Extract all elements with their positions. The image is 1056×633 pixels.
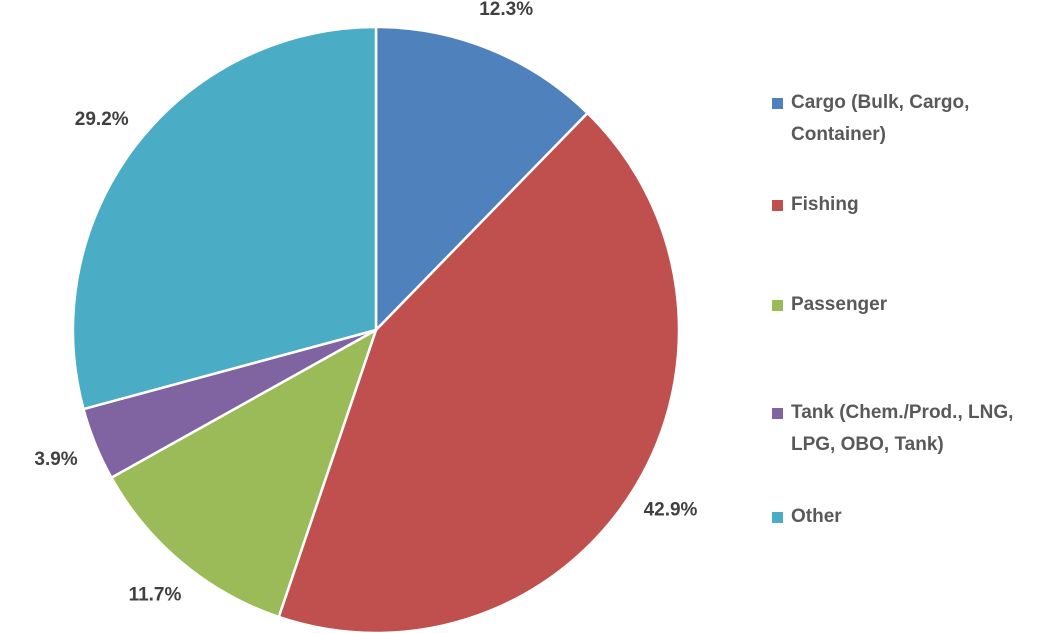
legend-item: Fishing	[772, 189, 1032, 221]
legend-swatch	[772, 98, 783, 109]
pie-slice	[71, 25, 378, 411]
data-label: 11.7%	[129, 584, 182, 605]
legend-swatch	[772, 300, 783, 311]
legend-item: Cargo (Bulk, Cargo, Container)	[772, 87, 1032, 151]
legend-label: Passenger	[791, 294, 888, 315]
legend-item: Other	[772, 501, 1032, 533]
legend-swatch	[772, 408, 783, 419]
pie-slice	[374, 25, 590, 334]
pie-slice	[109, 327, 379, 619]
pie-slice	[277, 111, 681, 633]
legend-label: Tank (Chem./Prod., LNG, LPG, OBO, Tank)	[791, 402, 1014, 455]
data-label: 3.9%	[34, 449, 77, 470]
legend-item: Tank (Chem./Prod., LNG, LPG, OBO, Tank)	[772, 397, 1032, 461]
legend-label: Other	[791, 506, 842, 527]
legend-label: Cargo (Bulk, Cargo, Container)	[791, 92, 970, 145]
legend-label: Fishing	[791, 194, 859, 215]
legend-swatch	[772, 200, 783, 211]
data-label: 29.2%	[75, 109, 129, 130]
data-label: 12.3%	[479, 0, 533, 20]
legend-item: Passenger	[772, 289, 1032, 321]
legend-swatch	[772, 512, 783, 523]
data-label: 42.9%	[644, 499, 698, 520]
